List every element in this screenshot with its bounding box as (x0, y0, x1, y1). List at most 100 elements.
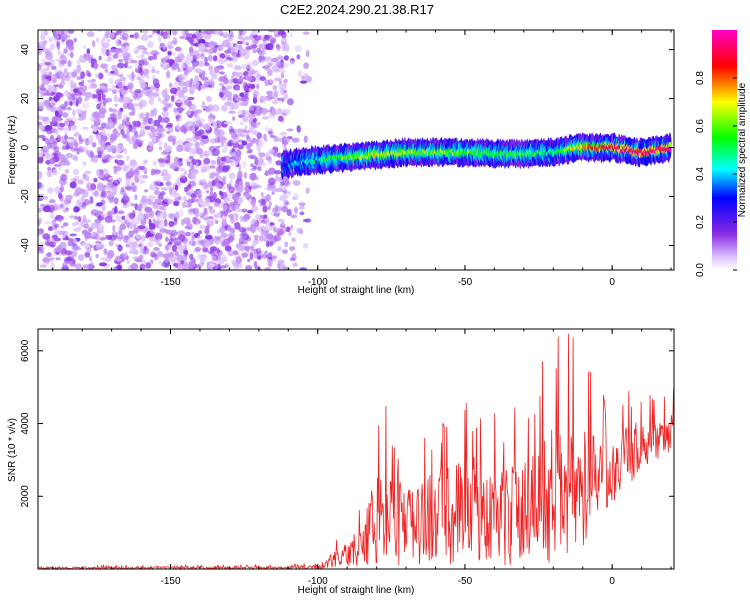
spectrogram-noise-cell (53, 122, 58, 127)
spectrogram-noise-cell (129, 34, 135, 38)
spectrogram-noise-cell (113, 197, 119, 205)
spectrogram-noise-cell (192, 79, 197, 86)
spectrogram-noise-cell (124, 30, 130, 34)
spectrogram-noise-cell (194, 114, 201, 123)
spectrogram-noise-cell (110, 70, 115, 74)
spectrogram-noise-cell (163, 106, 168, 112)
spectrogram-noise-cell (274, 77, 282, 82)
spectrogram-noise-cell (106, 131, 111, 140)
spectrogram-noise-cell (188, 46, 194, 54)
spectrogram-noise-cell (95, 242, 101, 248)
spectrogram-noise-cell (176, 254, 183, 263)
spectrogram-noise-cell (123, 147, 128, 155)
spectrogram-noise-cell (84, 170, 92, 175)
spectrogram-noise-cell (90, 182, 96, 190)
spectrogram-noise-cell (89, 196, 94, 205)
spectrogram-noise-cell (115, 31, 119, 36)
spectrogram-noise-cell (62, 112, 69, 118)
spectrogram-noise-cell (152, 119, 160, 127)
colorbar-tick-label: 0.2 (695, 215, 706, 229)
spectrogram-noise-cell (249, 252, 254, 260)
spectrogram-noise-cell (154, 232, 163, 241)
spectrogram-noise-cell (228, 44, 234, 50)
spectrogram-noise-cell (186, 265, 193, 270)
spectrogram-noise-cell (289, 60, 295, 66)
spectrogram-noise-cell (62, 253, 66, 257)
spectrogram-noise-cell (215, 145, 221, 149)
spectrogram-noise-cell (245, 98, 250, 103)
spectrogram-noise-cell (63, 68, 68, 72)
spectrogram-noise-cell (95, 37, 100, 43)
spectrogram-noise-cell (245, 90, 249, 98)
spectrogram-noise-cell (284, 181, 292, 185)
spectrogram-noise-cell (124, 185, 132, 191)
spectrogram-noise-cell (168, 255, 177, 263)
spectrogram-noise-cell (39, 41, 44, 48)
spectrogram-noise-cell (64, 250, 73, 256)
spectrogram-noise-cell (43, 261, 50, 265)
spectrogram-noise-cell (140, 82, 148, 89)
spectrogram-noise-cell (128, 250, 136, 254)
spectrogram-noise-cell (99, 176, 108, 181)
spectrogram-noise-cell (255, 176, 259, 181)
spectrogram-noise-cell (118, 228, 123, 237)
spectrogram-noise-cell (215, 182, 221, 188)
spectrogram-noise-cell (79, 145, 83, 152)
spectrogram-noise-cell (71, 95, 76, 100)
spectrogram-noise-cell (60, 157, 65, 162)
spectrogram-noise-cell (233, 78, 238, 84)
spectrogram-noise-cell (162, 253, 171, 259)
spectrogram-noise-cell (93, 62, 99, 70)
spectrogram-noise-cell (200, 104, 208, 110)
spectrogram-noise-cell (171, 235, 176, 239)
spectrogram-noise-cell (292, 262, 298, 268)
spectrogram-noise-cell (276, 97, 282, 101)
spectrogram-noise-cell (128, 124, 133, 132)
spectrogram-noise-cell (217, 259, 225, 265)
spectrogram-noise-cell (222, 39, 231, 48)
spectrogram-noise-cell (132, 106, 136, 115)
spectrogram-noise-cell (70, 51, 74, 58)
spectrogram-signal-cell (668, 146, 672, 152)
spectrogram-noise-cell (221, 148, 227, 153)
spectrogram-noise-cell (215, 265, 219, 269)
spectrogram-noise-cell (292, 180, 301, 186)
spectrogram-noise-cell (76, 69, 82, 74)
spectrogram-noise-cell (65, 235, 69, 240)
spectrogram-noise-cell (267, 69, 273, 77)
spectrogram-noise-cell (99, 262, 107, 267)
spectrogram-noise-cell (125, 213, 130, 221)
spectrogram-noise-cell (162, 31, 168, 40)
spectrogram-noise-cell (265, 151, 271, 158)
spectrogram-noise-cell (72, 227, 81, 233)
spectrogram-noise-cell (116, 159, 125, 166)
spectrogram-noise-cell (252, 165, 257, 170)
spectrogram-noise-cell (267, 259, 273, 268)
spectrogram-noise-cell (109, 144, 118, 153)
spectrogram-noise-cell (145, 262, 151, 269)
spectrogram-noise-cell (276, 44, 281, 51)
spectrogram-noise-cell (268, 130, 273, 135)
spectrogram-noise-cell (69, 101, 73, 106)
spectrogram-noise-cell (39, 87, 47, 91)
spectrogram-noise-cell (205, 190, 210, 194)
spectrogram-noise-cell (79, 138, 84, 143)
spectrogram-noise-cell (168, 212, 176, 220)
spectrogram-noise-cell (84, 251, 91, 258)
spectrogram-noise-cell (230, 76, 234, 84)
spectrogram-noise-cell (166, 162, 174, 166)
spectrogram-noise-cell (153, 253, 159, 261)
spectrogram-noise-cell (157, 115, 162, 123)
spectrogram-noise-cell (64, 168, 70, 174)
spectrogram-noise-cell (267, 241, 274, 247)
spectrogram-noise-cell (274, 170, 282, 175)
spectrogram-noise-cell (220, 161, 225, 166)
spectrogram-noise-cell (289, 257, 296, 262)
spectrogram-noise-cell (172, 138, 176, 146)
spectrogram-noise-cell (47, 165, 51, 172)
spectrogram-noise-cell (42, 79, 50, 86)
spectrogram-noise-cell (109, 155, 116, 159)
spectrogram-noise-cell (152, 136, 157, 143)
spectrogram-noise-cell (63, 157, 68, 163)
spectrogram-noise-cell (204, 62, 210, 67)
